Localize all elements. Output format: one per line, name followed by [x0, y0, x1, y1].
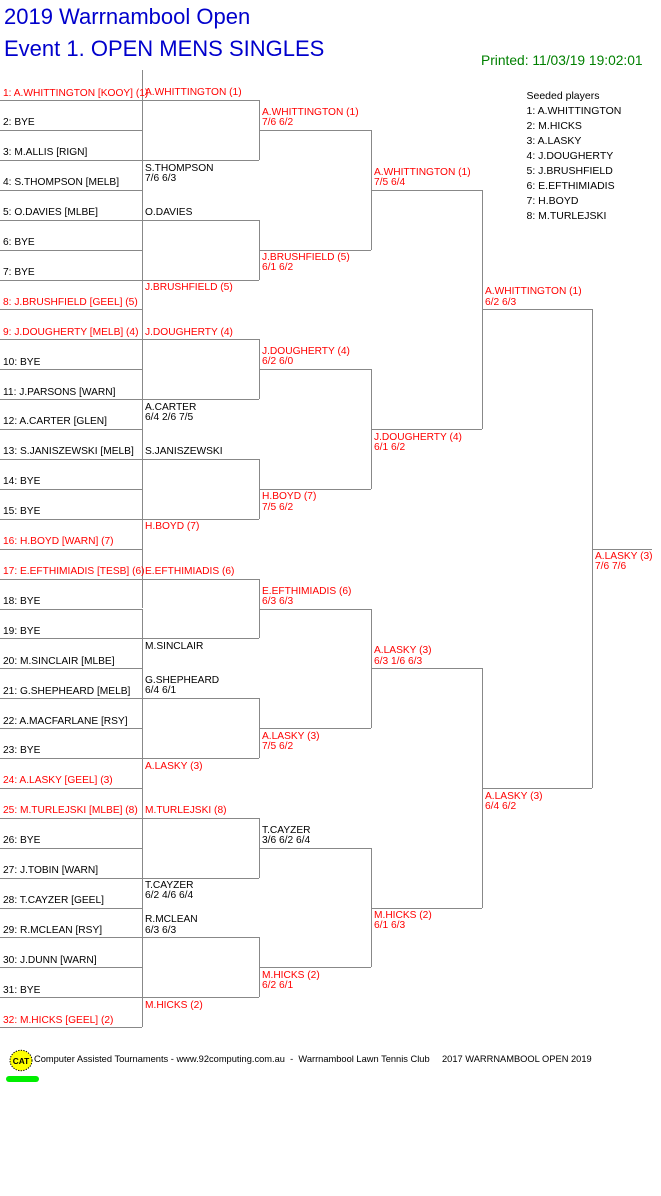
svg-text:CAT: CAT	[13, 1056, 29, 1066]
